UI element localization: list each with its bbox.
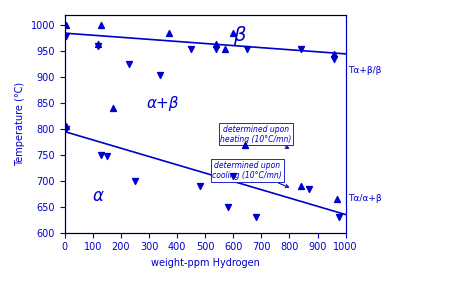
Point xyxy=(187,46,194,51)
Point xyxy=(212,41,220,46)
Point xyxy=(252,215,259,219)
Point xyxy=(305,186,312,191)
Point xyxy=(62,23,69,28)
Point xyxy=(229,173,236,178)
Text: Tα+β/β: Tα+β/β xyxy=(348,66,381,75)
Point xyxy=(224,205,231,209)
Point xyxy=(296,46,304,51)
X-axis label: weight-ppm Hydrogen: weight-ppm Hydrogen xyxy=(151,258,259,268)
Point xyxy=(97,153,105,157)
Point xyxy=(62,127,69,131)
Point xyxy=(95,41,102,46)
Point xyxy=(221,46,228,51)
Text: Tα/α+β: Tα/α+β xyxy=(348,194,381,203)
Point xyxy=(240,142,248,147)
Text: determined upon
heating (10°C/mn): determined upon heating (10°C/mn) xyxy=(220,125,291,148)
Point xyxy=(109,106,116,111)
Point xyxy=(296,184,304,188)
Point xyxy=(97,23,105,28)
Point xyxy=(62,124,69,129)
Point xyxy=(330,52,337,56)
Point xyxy=(95,44,102,48)
Point xyxy=(212,46,220,51)
Text: α+β: α+β xyxy=(147,96,179,111)
Point xyxy=(156,72,164,77)
Point xyxy=(243,46,250,51)
Point xyxy=(229,31,236,35)
Point xyxy=(125,62,133,67)
Point xyxy=(131,179,138,183)
Point xyxy=(196,184,203,188)
Text: β: β xyxy=(232,26,244,45)
Text: α: α xyxy=(93,187,104,205)
Point xyxy=(165,31,172,35)
Point xyxy=(62,33,69,38)
Text: determined upon
cooling (10°C/mn): determined upon cooling (10°C/mn) xyxy=(212,161,288,187)
Point xyxy=(103,154,110,158)
Y-axis label: Temperature (°C): Temperature (°C) xyxy=(15,82,25,166)
Point xyxy=(334,215,341,219)
Point xyxy=(330,57,337,61)
Point xyxy=(333,197,340,201)
